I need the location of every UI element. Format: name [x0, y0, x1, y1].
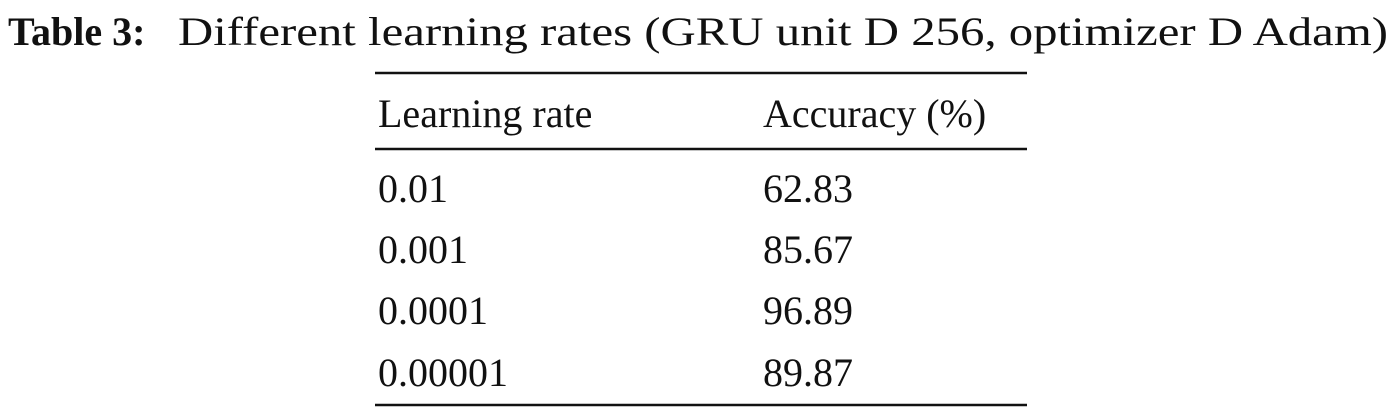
table-cell: 0.0001	[378, 288, 488, 333]
table-cell: 85.67	[763, 227, 853, 272]
header-cell: Learning rate	[378, 91, 592, 136]
table-cell: 0.00001	[378, 350, 508, 395]
table-cell: 62.83	[763, 166, 853, 211]
table-cell: 0.01	[378, 166, 448, 211]
table-cell: 0.001	[378, 227, 468, 272]
table: Learning rate Accuracy (%) 0.01 62.83 0.001 8…	[378, 91, 986, 395]
caption-text: Different learning rates (GRU unit D 256…	[178, 9, 1388, 54]
caption-label: Table 3:	[8, 9, 145, 54]
header-cell: Accuracy (%)	[763, 91, 986, 136]
table-cell: 89.87	[763, 350, 853, 395]
table-cell: 96.89	[763, 288, 853, 333]
